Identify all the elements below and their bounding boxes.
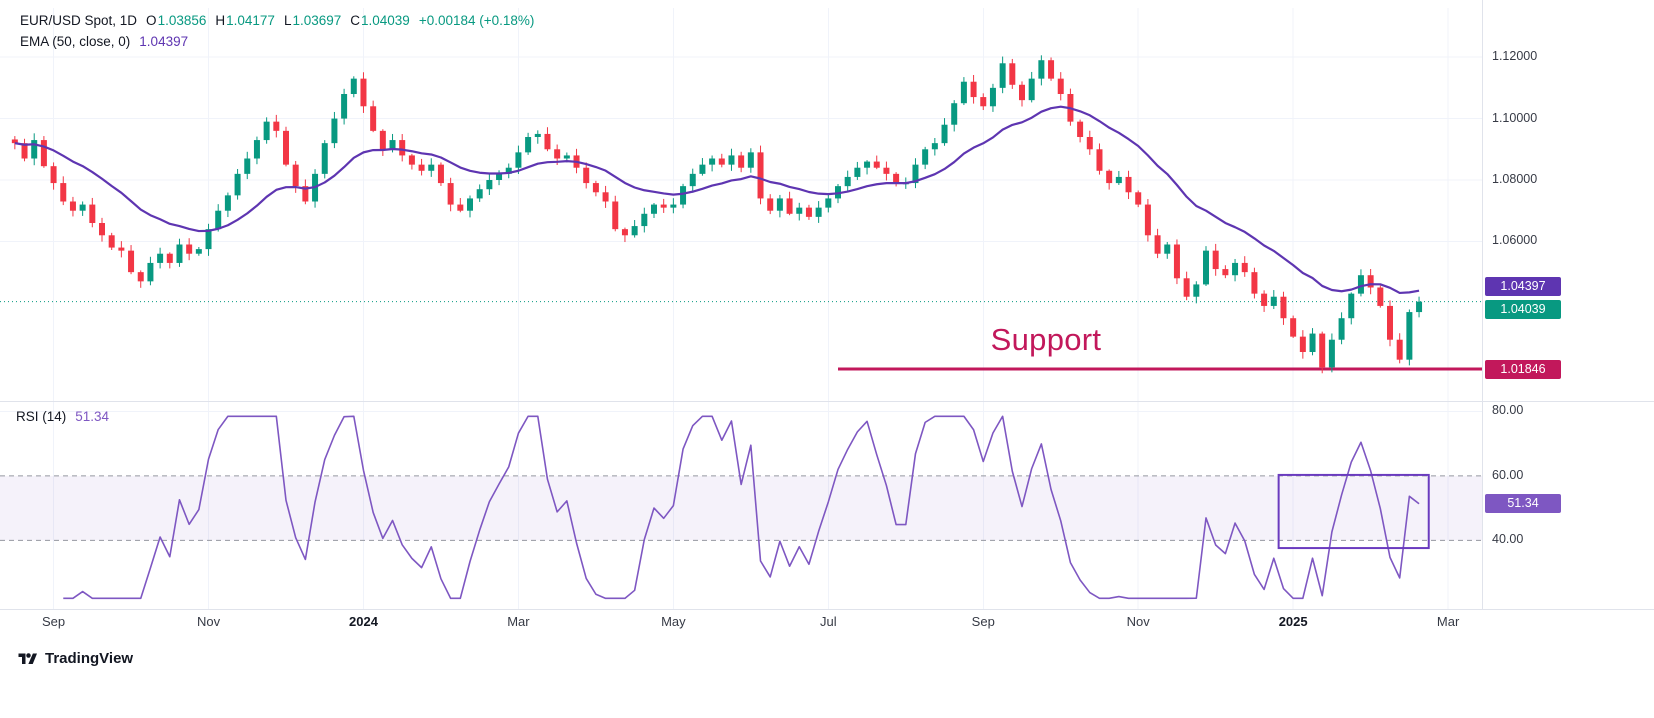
time-tick-label: Mar xyxy=(1436,614,1460,629)
close-letter: C xyxy=(350,13,361,28)
rsi-indicator-value: 51.34 xyxy=(75,409,110,424)
time-tick-label: 2024 xyxy=(349,614,378,629)
open-value: 1.03856 xyxy=(157,13,207,28)
time-axis-row[interactable]: Sep Nov 2024 Mar May Jul Sep Nov 2025 Mar xyxy=(0,610,1654,640)
time-tick-label: May xyxy=(661,614,686,629)
time-tick-label: Mar xyxy=(507,614,530,629)
price-tick-label: 1.08000 xyxy=(1492,172,1538,186)
support-price-badge: 1.01846 xyxy=(1485,360,1561,379)
tradingview-watermark[interactable]: TradingView xyxy=(18,650,133,667)
watermark-label: TradingView xyxy=(45,650,134,667)
time-tick-label: Sep xyxy=(971,614,995,629)
rsi-indicator-label[interactable]: RSI (14) xyxy=(16,409,67,424)
last-price-badge: 1.04039 xyxy=(1485,300,1561,319)
price-legend: EUR/USD Spot, 1D O 1.03856 H 1.04177 L 1.03… xyxy=(20,10,534,52)
low-letter: L xyxy=(283,13,292,28)
symbol-legend-row: EUR/USD Spot, 1D O 1.03856 H 1.04177 L 1.03… xyxy=(20,10,534,31)
rsi-value-badge: 51.34 xyxy=(1485,494,1561,513)
symbol-title[interactable]: EUR/USD Spot, 1D xyxy=(20,13,138,28)
tradingview-logo-icon xyxy=(18,650,38,667)
time-tick-label: Nov xyxy=(196,614,221,629)
high-value: 1.04177 xyxy=(226,13,275,28)
chart-canvas[interactable] xyxy=(0,0,1654,650)
ema-indicator-value: 1.04397 xyxy=(139,34,189,49)
price-axis-column[interactable]: 1.04397 1.04039 1.01846 51.34 1.12000 1.1… xyxy=(1483,0,1654,610)
rsi-tick-label: 80.00 xyxy=(1492,403,1524,418)
price-tick-label: 1.12000 xyxy=(1492,49,1538,64)
ohlc-open: O 1.03856 xyxy=(146,10,206,31)
price-tick-label: 1.10000 xyxy=(1492,110,1538,125)
support-annotation[interactable]: Support xyxy=(990,322,1102,357)
ohlc-low: L 1.03697 xyxy=(284,10,341,31)
rsi-tick-label: 60.00 xyxy=(1492,467,1524,482)
time-tick-label: Jul xyxy=(820,614,837,629)
ohlc-high: H 1.04177 xyxy=(215,10,275,31)
high-letter: H xyxy=(215,13,226,28)
ema-legend-row: EMA (50, close, 0) 1.04397 xyxy=(20,31,534,52)
ohlc-close: C 1.04039 xyxy=(350,10,410,31)
time-tick-label: Nov xyxy=(1126,614,1150,629)
price-tick-label: 1.06000 xyxy=(1492,233,1538,248)
close-value: 1.04039 xyxy=(361,13,410,28)
low-value: 1.03697 xyxy=(292,13,342,28)
rsi-legend: RSI (14) 51.34 xyxy=(16,409,109,424)
ema-indicator-label[interactable]: EMA (50, close, 0) xyxy=(20,34,131,49)
time-tick-label: Sep xyxy=(42,614,66,629)
ema-price-badge: 1.04397 xyxy=(1485,277,1561,296)
rsi-tick-label: 40.00 xyxy=(1492,532,1524,547)
open-letter: O xyxy=(146,13,157,28)
time-tick-label: 2025 xyxy=(1278,614,1308,629)
change-value: +0.00184 (+0.18%) xyxy=(418,13,535,28)
